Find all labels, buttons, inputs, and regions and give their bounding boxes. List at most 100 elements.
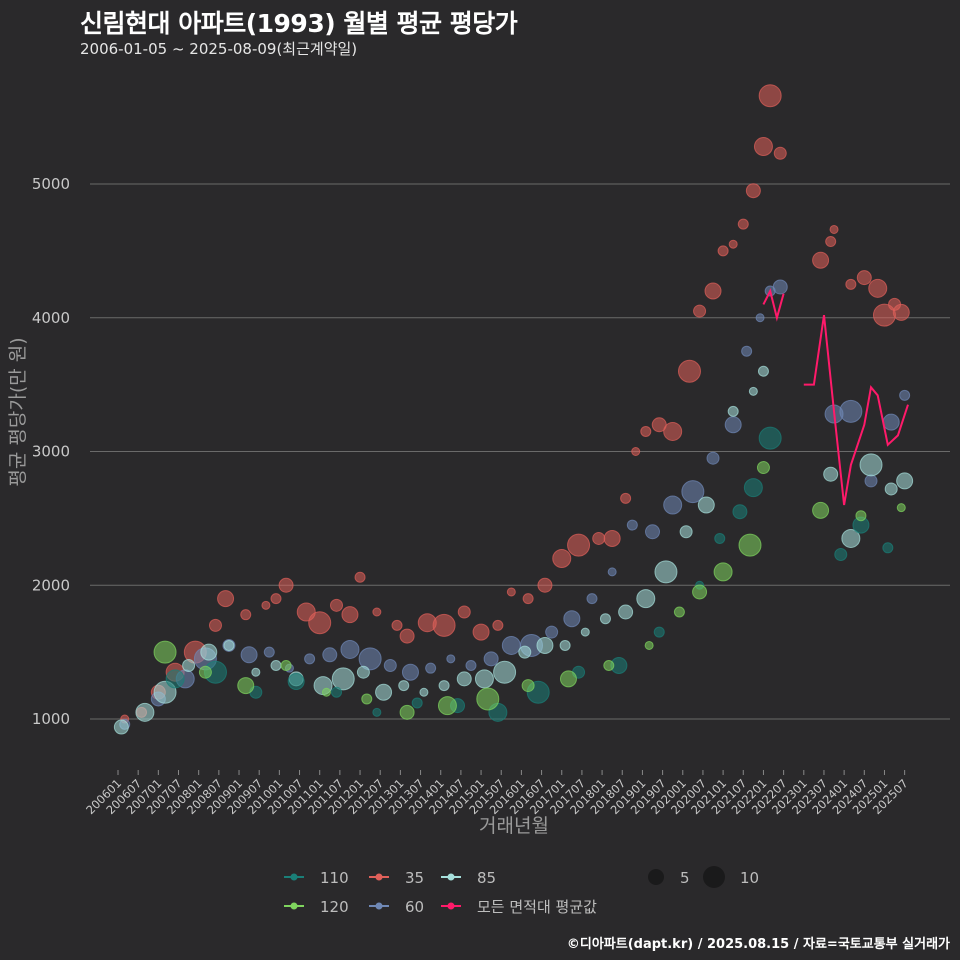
point-85 xyxy=(599,613,611,625)
point-35 xyxy=(399,628,415,644)
point-60 xyxy=(545,625,559,639)
point-110 xyxy=(834,547,848,561)
point-60 xyxy=(401,663,419,681)
point-35 xyxy=(492,619,504,631)
average-line xyxy=(803,314,909,506)
point-85 xyxy=(757,365,769,377)
point-85 xyxy=(493,660,517,684)
chart-subtitle: 2006-01-05 ~ 2025-08-09(최근계약일) xyxy=(80,40,358,58)
average-line xyxy=(762,288,785,322)
legend: 110 35 85 120 60 모든 면적대 평균값 5 10 xyxy=(284,866,759,916)
point-120 xyxy=(756,461,770,475)
point-35 xyxy=(825,236,837,248)
point-110 xyxy=(411,697,423,709)
point-35 xyxy=(856,270,872,286)
point-120 xyxy=(361,693,373,705)
point-85 xyxy=(200,643,218,661)
point-60 xyxy=(607,567,617,577)
point-110 xyxy=(732,504,748,520)
point-35 xyxy=(728,239,738,249)
point-60 xyxy=(263,646,275,658)
legend-size-circle xyxy=(703,866,725,888)
point-85 xyxy=(375,683,393,701)
legend-key-dot xyxy=(375,902,383,910)
point-120 xyxy=(237,677,255,695)
point-85 xyxy=(697,496,715,514)
point-120 xyxy=(521,679,535,693)
point-35 xyxy=(704,282,722,300)
point-120 xyxy=(437,696,457,716)
legend-key-dot xyxy=(290,873,298,881)
legend-label: 85 xyxy=(477,869,496,887)
point-35 xyxy=(773,146,787,160)
series-110 xyxy=(165,426,894,722)
point-35 xyxy=(753,137,773,157)
legend-label: 35 xyxy=(405,869,424,887)
point-85 xyxy=(223,639,235,651)
point-60 xyxy=(483,651,499,667)
legend-size-item: 10 xyxy=(703,866,759,888)
point-85 xyxy=(438,680,450,692)
point-120 xyxy=(559,670,577,688)
point-85 xyxy=(135,702,155,722)
point-110 xyxy=(165,669,185,689)
legend-size-item: 5 xyxy=(648,869,690,887)
point-35 xyxy=(522,593,534,605)
point-60 xyxy=(340,639,360,659)
series-60 xyxy=(119,279,911,730)
legend-key-dot xyxy=(447,873,455,881)
point-120 xyxy=(673,606,685,618)
point-120 xyxy=(153,640,177,664)
point-35 xyxy=(663,421,683,441)
legend-item: 60 xyxy=(369,898,424,916)
point-85 xyxy=(679,525,693,539)
point-85 xyxy=(823,466,839,482)
point-60 xyxy=(681,480,705,504)
point-35 xyxy=(261,600,271,610)
point-85 xyxy=(518,645,532,659)
point-85 xyxy=(536,636,554,654)
series-120 xyxy=(153,461,906,720)
legend-size-label: 10 xyxy=(740,869,759,887)
data-marks xyxy=(113,84,914,735)
point-85 xyxy=(748,386,758,396)
point-85 xyxy=(727,405,739,417)
point-60 xyxy=(586,593,598,605)
point-60 xyxy=(240,646,258,664)
legend-size-circle xyxy=(648,869,664,885)
point-85 xyxy=(331,667,355,691)
point-110 xyxy=(287,673,305,691)
point-60 xyxy=(755,313,765,323)
point-35 xyxy=(270,593,282,605)
point-60 xyxy=(304,653,316,665)
point-35 xyxy=(472,623,490,641)
legend-label: 모든 면적대 평균값 xyxy=(477,898,597,916)
source-credit: ©디아파트(dapt.kr) / 2025.08.15 / 자료=국토교통부 실… xyxy=(566,937,950,952)
point-120 xyxy=(603,660,615,671)
point-35 xyxy=(868,278,888,298)
point-35 xyxy=(208,618,222,632)
legend-label: 120 xyxy=(320,898,349,916)
point-35 xyxy=(631,447,641,456)
point-35 xyxy=(640,425,652,437)
point-35 xyxy=(845,278,857,290)
point-85 xyxy=(113,719,129,735)
point-35 xyxy=(892,303,910,321)
x-axis-ticks: 2006012006072007012007072008012008072009… xyxy=(83,770,911,817)
point-85 xyxy=(636,589,656,609)
point-120 xyxy=(399,704,415,720)
legend-item: 모든 면적대 평균값 xyxy=(441,898,597,916)
legend-label: 110 xyxy=(320,869,349,887)
point-60 xyxy=(383,659,397,672)
point-85 xyxy=(841,528,861,548)
point-35 xyxy=(506,587,516,597)
legend-key-dot xyxy=(290,902,298,910)
point-35 xyxy=(812,251,830,269)
y-tick-label: 5000 xyxy=(32,175,70,193)
point-35 xyxy=(457,605,471,619)
y-tick-label: 4000 xyxy=(32,309,70,327)
point-35 xyxy=(693,304,707,318)
point-35 xyxy=(737,218,749,230)
point-35 xyxy=(620,492,632,504)
point-60 xyxy=(465,660,477,671)
